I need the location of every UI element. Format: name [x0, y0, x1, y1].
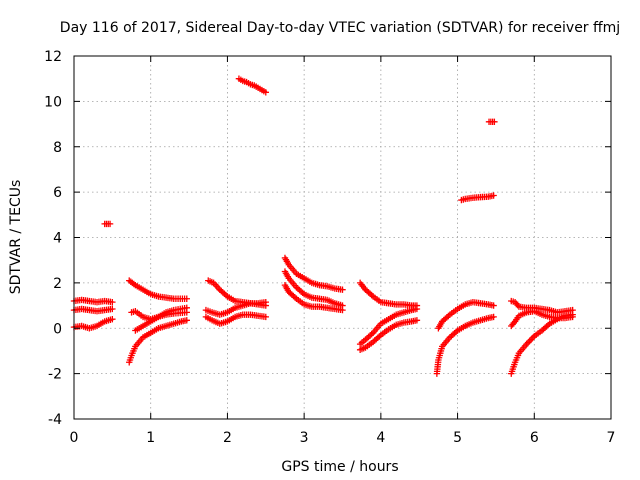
data-point	[106, 220, 114, 228]
x-tick-label: 3	[300, 430, 309, 446]
data-point	[490, 313, 497, 321]
y-tick-label: 10	[44, 94, 62, 110]
y-tick-label: 12	[44, 49, 62, 65]
data-point	[528, 336, 535, 343]
data-point	[109, 305, 116, 313]
plot-frame	[73, 55, 612, 420]
x-tick-label: 4	[376, 430, 385, 446]
x-tick-label: 2	[223, 430, 232, 446]
data-point	[262, 89, 269, 96]
y-axis-label: SDTVAR / TECUs	[8, 180, 24, 295]
chart-title: Day 116 of 2017, Sidereal Day-to-day VTE…	[60, 20, 620, 36]
y-tick-label: 4	[53, 231, 62, 247]
data-point	[529, 334, 536, 341]
y-tick-label: -4	[48, 412, 62, 428]
data-point	[183, 317, 190, 324]
data-point	[262, 302, 269, 309]
data-point	[526, 337, 533, 345]
data-point	[109, 298, 116, 306]
x-tick-label: 6	[530, 430, 539, 446]
y-tick-label: 0	[53, 321, 62, 337]
data-point	[183, 304, 190, 312]
data-point	[183, 295, 190, 302]
data-point	[262, 313, 269, 321]
data-point	[109, 315, 116, 323]
y-tick-label: 8	[53, 140, 62, 156]
data-points	[70, 75, 576, 377]
data-point	[413, 317, 421, 324]
data-point	[339, 306, 346, 314]
data-point	[569, 306, 576, 314]
y-tick-label: 6	[53, 185, 62, 201]
data-point	[490, 192, 497, 199]
data-point	[524, 339, 532, 346]
grid-lines	[74, 56, 611, 419]
data-point	[490, 302, 497, 309]
x-axis-label: GPS time / hours	[281, 459, 398, 475]
data-point	[339, 286, 346, 293]
y-tick-label: -2	[48, 367, 62, 383]
x-tick-label: 5	[453, 430, 462, 446]
y-tick-label: 2	[53, 276, 62, 292]
x-tick-label: 7	[607, 430, 616, 446]
data-point	[491, 118, 498, 125]
x-tick-label: 0	[70, 430, 79, 446]
data-point	[569, 313, 576, 321]
x-tick-label: 1	[146, 430, 155, 446]
data-point	[413, 305, 421, 313]
